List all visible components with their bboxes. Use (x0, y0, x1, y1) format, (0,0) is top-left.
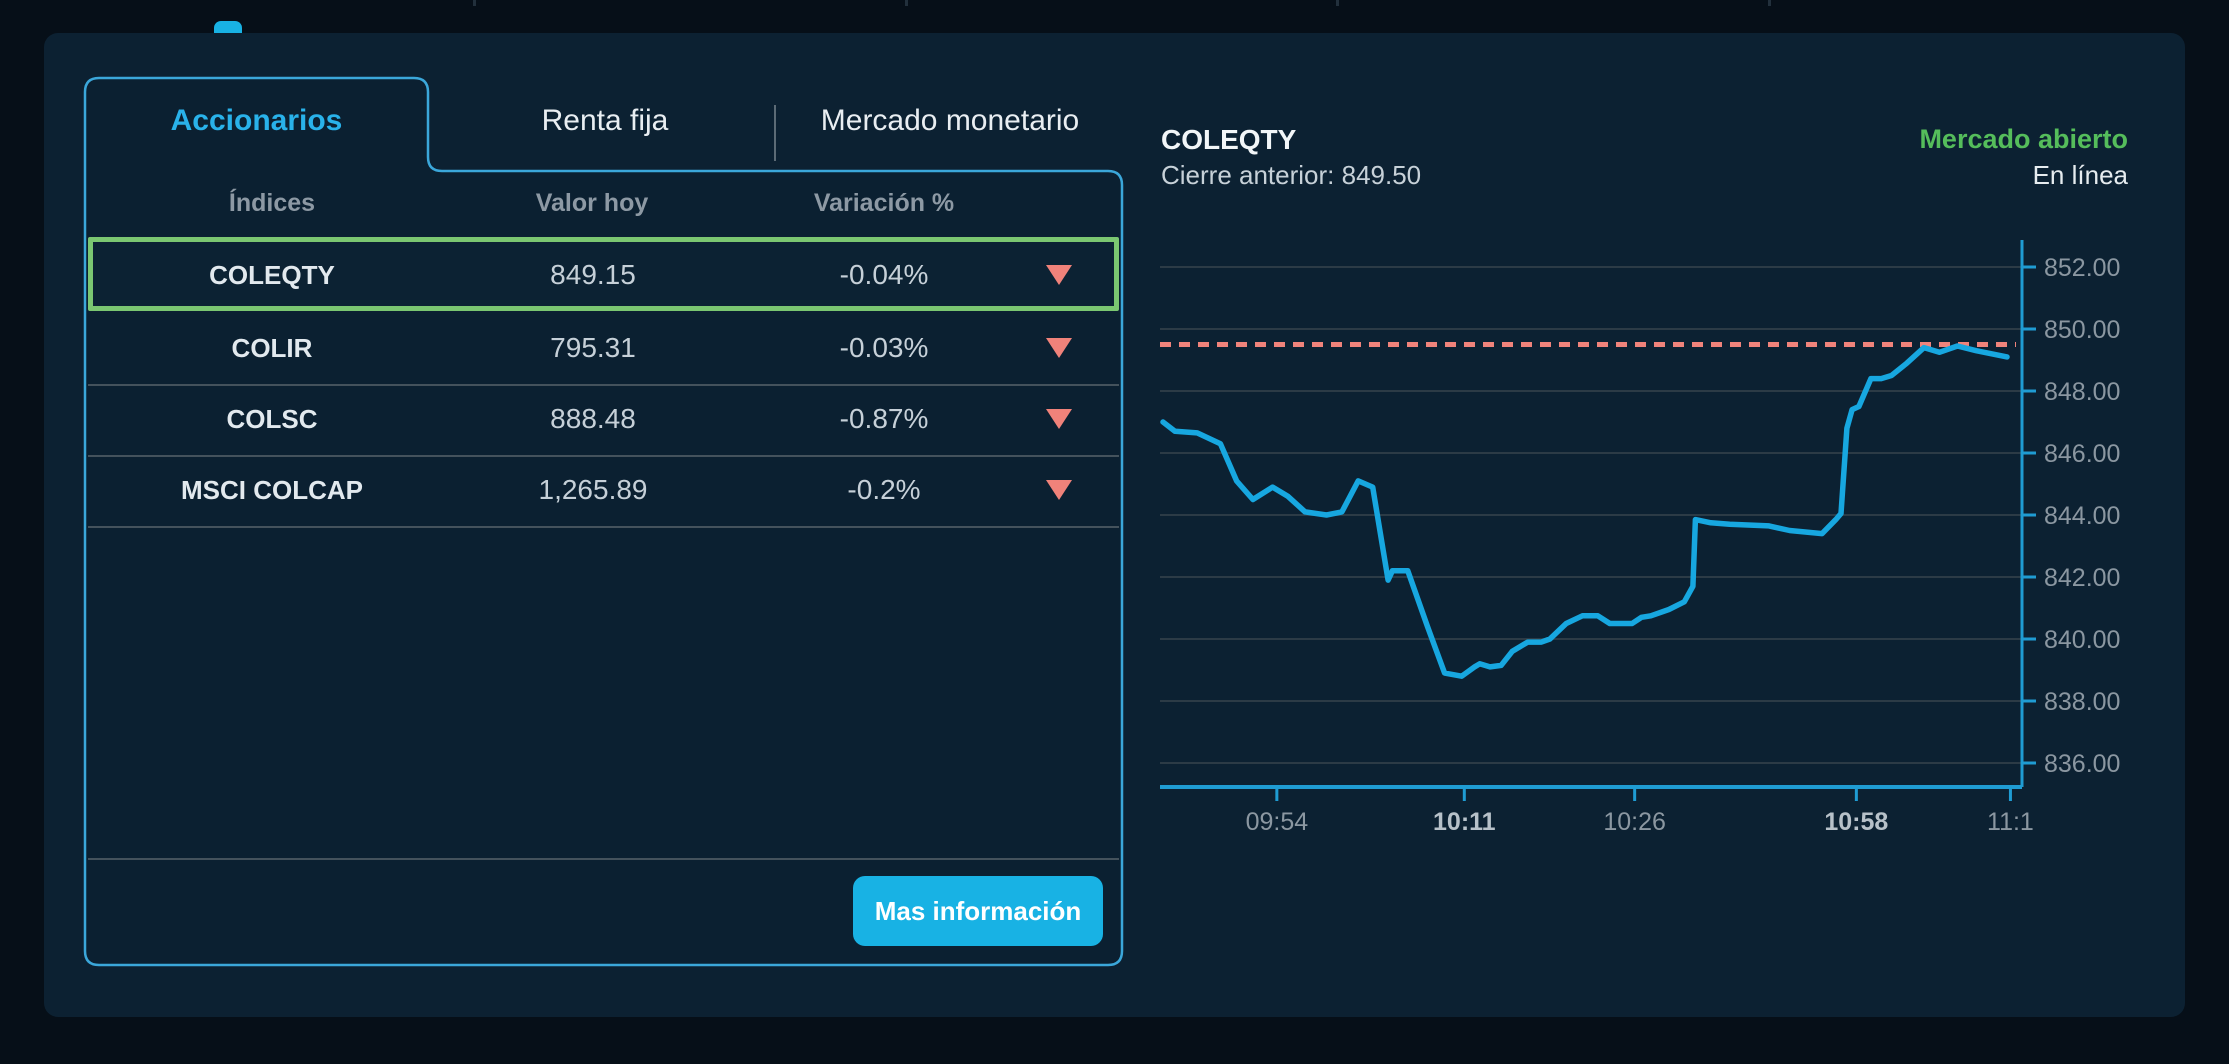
x-tick-label: 10:26 (1603, 808, 1666, 836)
chart-title: COLEQTY (1161, 124, 1297, 155)
index-name: MSCI COLCAP (181, 475, 363, 505)
y-tick-label: 848.00 (2044, 378, 2120, 406)
tab-renta-fija[interactable]: Renta fija (541, 104, 669, 137)
down-triangle-icon (1046, 338, 1072, 358)
index-value: 888.48 (550, 403, 636, 434)
index-value: 795.31 (550, 332, 636, 363)
index-value: 849.15 (550, 259, 636, 290)
y-tick-label: 846.00 (2044, 440, 2120, 468)
y-tick-label: 844.00 (2044, 502, 2120, 530)
hidden-tab-indicator (214, 21, 242, 34)
top-edge-artifact (905, 0, 908, 6)
down-triangle-icon (1046, 265, 1072, 285)
x-tick-label: 10:58 (1824, 808, 1888, 836)
online-status: En línea (2032, 160, 2128, 190)
x-tick-label: 09:54 (1246, 808, 1309, 836)
index-variation: -0.04% (839, 259, 929, 290)
mas-informacion-button[interactable]: Mas información (853, 876, 1103, 946)
market-open-badge: Mercado abierto (1919, 124, 2128, 154)
y-tick-label: 852.00 (2044, 254, 2120, 282)
index-variation: -0.2% (847, 474, 921, 505)
row-separator (88, 384, 1119, 386)
index-name: COLIR (231, 333, 313, 363)
y-tick-label: 836.00 (2044, 750, 2120, 778)
top-edge-artifact (473, 0, 476, 6)
price-line-series (1160, 343, 2010, 679)
down-triangle-icon (1046, 409, 1072, 429)
index-variation: -0.87% (839, 403, 929, 434)
index-name: COLEQTY (209, 260, 335, 290)
y-tick-label: 842.00 (2044, 564, 2120, 592)
row-separator (88, 455, 1119, 457)
tab-mercado-monetario[interactable]: Mercado monetario (820, 104, 1080, 137)
footer-divider (88, 858, 1119, 860)
previous-close-label: Cierre anterior: 849.50 (1161, 160, 1422, 190)
down-triangle-icon (1046, 480, 1072, 500)
tab-divider (774, 105, 776, 161)
col-header-valor-hoy: Valor hoy (535, 189, 649, 217)
selected-row-highlight (88, 237, 1119, 311)
top-edge-artifact (1768, 0, 1771, 6)
x-tick-label: 11:1 (1987, 808, 2034, 836)
index-value: 1,265.89 (538, 474, 648, 505)
col-header-variacion: Variación % (813, 189, 955, 217)
row-separator (88, 526, 1119, 528)
index-name: COLSC (226, 404, 318, 434)
y-tick-label: 840.00 (2044, 626, 2120, 654)
y-tick-label: 838.00 (2044, 688, 2120, 716)
top-edge-artifact (1336, 0, 1339, 6)
intraday-line-chart: 852.00 850.00 848.00 846.00 844.00 842.00 840.… (1160, 240, 2120, 836)
tab-accionarios[interactable]: Accionarios (170, 104, 343, 137)
col-header-indices: Índices (228, 189, 316, 217)
y-tick-label: 850.00 (2044, 316, 2120, 344)
x-tick-label: 10:11 (1433, 808, 1496, 836)
index-variation: -0.03% (839, 332, 929, 363)
